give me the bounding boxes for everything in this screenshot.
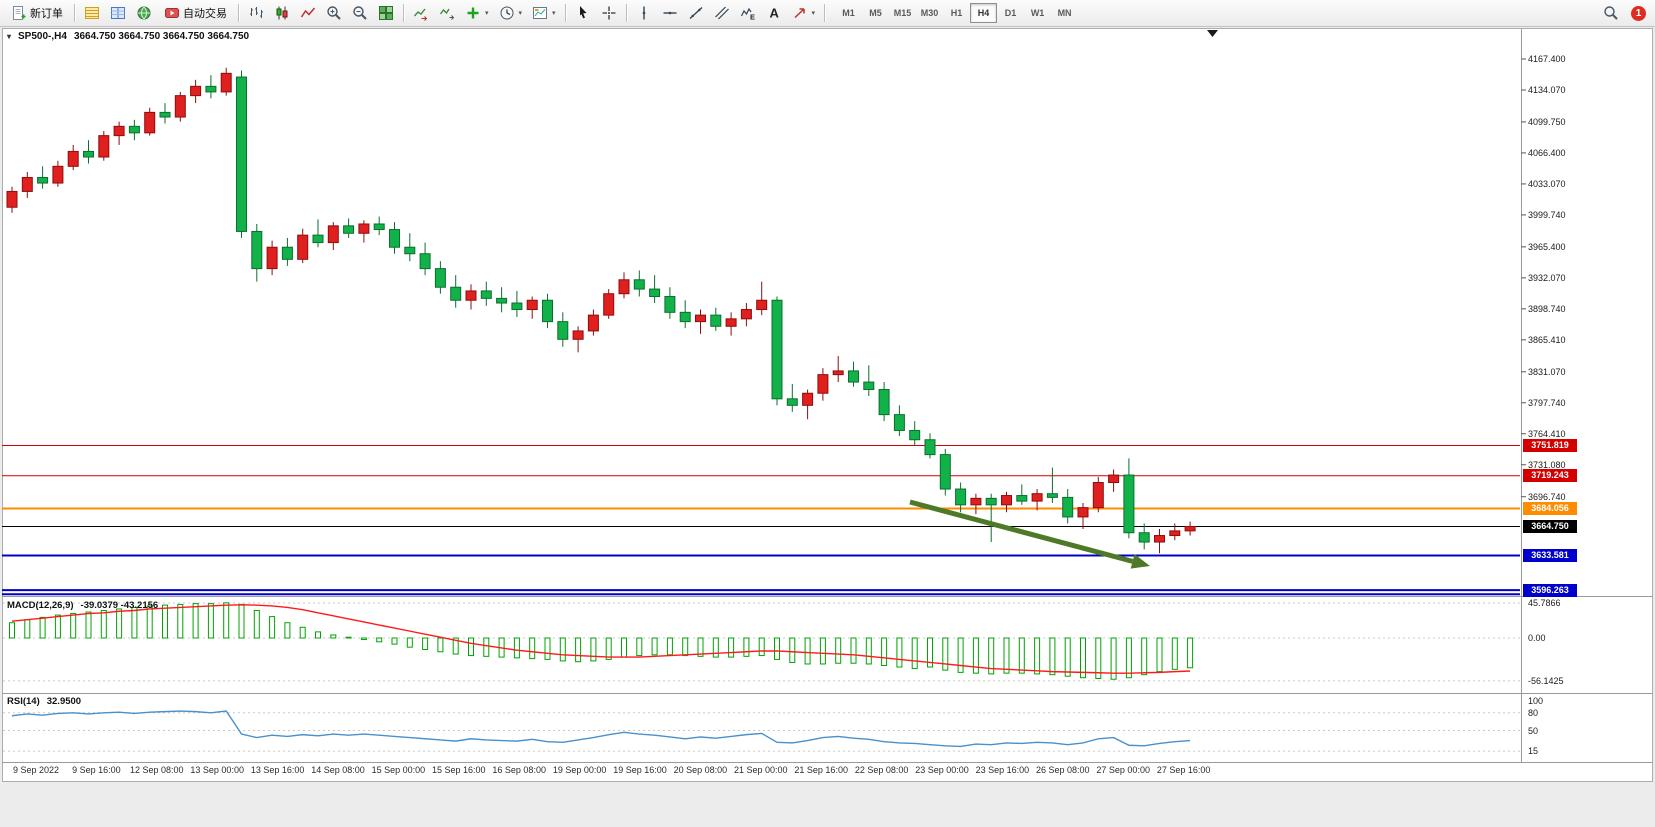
- text-tool-icon: A: [769, 6, 779, 21]
- indicators-plus-icon: [467, 7, 479, 19]
- periods-button[interactable]: ▾: [495, 2, 527, 24]
- notification-badge[interactable]: 1: [1631, 5, 1646, 21]
- last-bar-marker: [1207, 30, 1218, 37]
- timeframe-toolbar: M1 M5 M15 M30 H1 H4 D1 W1 MN: [835, 3, 1078, 23]
- navigator-globe-icon: [137, 6, 151, 20]
- toolbar-separator: [403, 4, 404, 22]
- chart-menu-icon[interactable]: ▾: [7, 32, 12, 41]
- timeframe-button-w1[interactable]: W1: [1030, 8, 1045, 18]
- rsi-name: RSI(14): [7, 696, 40, 707]
- market-watch-button[interactable]: [80, 2, 104, 24]
- macd-indicator-label: MACD(12,26,9) -39.0379 -43.2156: [7, 600, 158, 611]
- main-toolbar: 新订单 自动交易 ▾ ▾: [0, 0, 1655, 27]
- macd-name: MACD(12,26,9): [7, 600, 74, 611]
- text-tool-button[interactable]: A: [762, 2, 786, 24]
- toolbar-separator: [238, 4, 239, 22]
- svg-text:A: A: [769, 6, 779, 21]
- elliott-wave-tool-button[interactable]: E: [736, 2, 760, 24]
- line-chart-icon: [300, 7, 316, 18]
- macd-values: -39.0379 -43.2156: [80, 600, 159, 611]
- toolbar-separator: [74, 4, 75, 22]
- data-window-button[interactable]: [106, 2, 130, 24]
- candlestick-chart-icon: [276, 6, 288, 20]
- clock-icon: [500, 6, 514, 20]
- new-order-label: 新订单: [30, 8, 63, 20]
- candlestick-series[interactable]: [6, 67, 1196, 554]
- auto-scroll-icon: [413, 8, 428, 21]
- tile-windows-button[interactable]: [374, 2, 398, 24]
- templates-button[interactable]: ▾: [528, 2, 560, 24]
- navigator-button[interactable]: [132, 2, 156, 24]
- zoom-in-icon: [327, 6, 341, 20]
- trendline-icon: [689, 6, 703, 20]
- bar-chart-icon: [250, 7, 263, 18]
- chart-window-background[interactable]: [2, 28, 1653, 782]
- tile-windows-icon: [379, 6, 393, 20]
- chart-template-icon: [533, 7, 548, 19]
- symbol-timeframe-label: SP500-,H4: [18, 31, 67, 42]
- timeframe-button-m1[interactable]: M1: [842, 8, 855, 18]
- auto-trading-icon: [165, 8, 179, 18]
- crosshair-icon: [602, 6, 616, 20]
- timeframe-button-h1[interactable]: H1: [950, 8, 963, 18]
- trend-arrow-annotation[interactable]: [909, 499, 1150, 569]
- toolbar-separator: [824, 4, 826, 22]
- crosshair-tool-button[interactable]: [597, 2, 621, 24]
- chart-shift-button[interactable]: [435, 2, 459, 24]
- svg-text:E: E: [750, 13, 755, 22]
- bar-chart-mode-button[interactable]: [244, 2, 268, 24]
- horizontal-level-lines[interactable]: [2, 444, 1520, 596]
- zoom-out-button[interactable]: [348, 2, 372, 24]
- timeframe-button-m5[interactable]: M5: [869, 8, 882, 18]
- toolbar-separator: [564, 4, 566, 22]
- candle-chart-mode-button[interactable]: [270, 2, 294, 24]
- dropdown-caret-icon: ▾: [552, 10, 556, 17]
- horizontal-line-icon: [663, 11, 677, 15]
- dropdown-caret-icon: ▾: [518, 10, 523, 17]
- rsi-value: 32.9500: [46, 696, 82, 707]
- timeframe-button-h4[interactable]: H4: [970, 3, 998, 23]
- vertical-line-tool-button[interactable]: [632, 2, 656, 24]
- timeframe-button-m30[interactable]: M30: [920, 8, 939, 18]
- zoom-out-icon: [353, 6, 367, 20]
- macd-histogram: [9, 602, 1194, 680]
- market-watch-icon: [85, 7, 99, 19]
- new-order-button[interactable]: 新订单: [5, 2, 69, 24]
- symbol-header: ▾ SP500-,H4 3664.750 3664.750 3664.750 3…: [7, 31, 249, 42]
- chart-frame-lines: [2, 29, 1653, 763]
- toolbar-right-cluster: 1: [1598, 2, 1651, 24]
- equidistant-channel-icon: [714, 6, 729, 20]
- timeframe-button-d1[interactable]: D1: [1004, 8, 1017, 18]
- trendline-tool-button[interactable]: [684, 2, 708, 24]
- indicators-button[interactable]: ▾: [461, 2, 493, 24]
- cursor-tool-button[interactable]: [571, 2, 595, 24]
- timeframe-button-mn[interactable]: MN: [1057, 8, 1072, 18]
- arrows-tool-button[interactable]: ▾: [788, 2, 820, 24]
- toolbar-separator: [625, 4, 627, 22]
- channel-tool-button[interactable]: [710, 2, 734, 24]
- cursor-icon: [579, 6, 587, 19]
- line-chart-mode-button[interactable]: [296, 2, 320, 24]
- search-button[interactable]: [1599, 2, 1623, 24]
- auto-trading-button[interactable]: 自动交易: [158, 2, 233, 24]
- new-order-icon: [13, 6, 26, 20]
- timeframe-button-m15[interactable]: M15: [893, 8, 912, 18]
- auto-scroll-button[interactable]: [409, 2, 433, 24]
- auto-trading-label: 自动交易: [183, 8, 227, 20]
- macd-signal-line: [11, 604, 1191, 674]
- rsi-line: [11, 710, 1191, 748]
- elliott-wave-icon: E: [740, 7, 755, 22]
- zoom-in-button[interactable]: [322, 2, 346, 24]
- chart-shift-icon: [439, 8, 455, 20]
- dropdown-caret-icon: ▾: [811, 10, 816, 17]
- arrow-tool-icon: [794, 8, 805, 19]
- search-icon: [1604, 6, 1618, 20]
- ohlc-values: 3664.750 3664.750 3664.750 3664.750: [73, 31, 250, 42]
- vertical-line-icon: [642, 6, 645, 20]
- data-window-icon: [111, 7, 125, 19]
- dropdown-caret-icon: ▾: [485, 10, 489, 17]
- horizontal-line-tool-button[interactable]: [658, 2, 682, 24]
- rsi-indicator-label: RSI(14) 32.9500: [7, 696, 81, 707]
